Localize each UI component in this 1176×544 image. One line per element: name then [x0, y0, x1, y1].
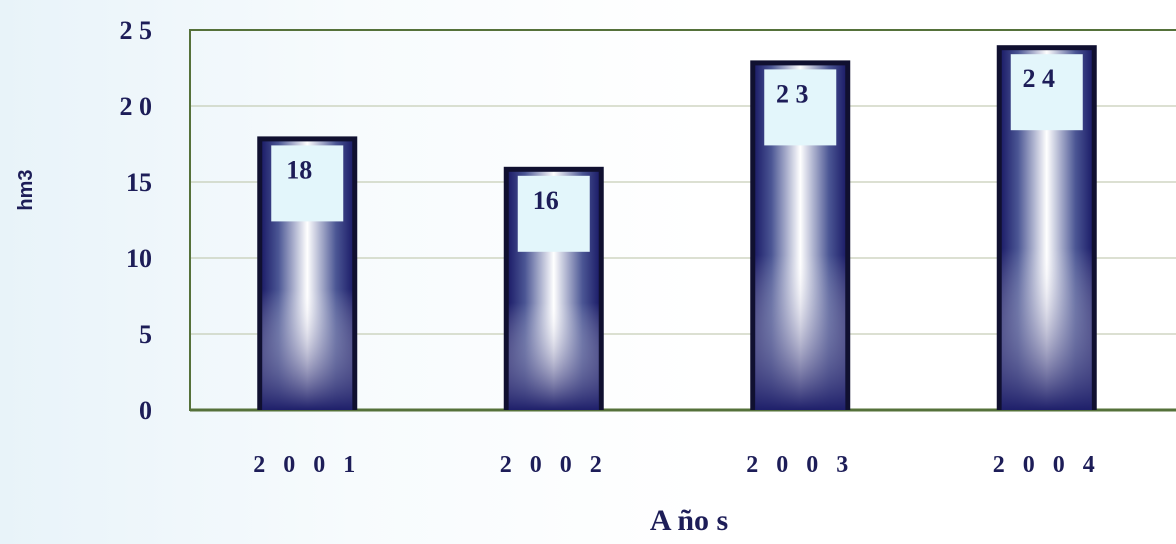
x-axis-ticks: 2 0 0 1 2 0 0 2 2 0 0 3 2 0 0 4 — [253, 452, 1101, 478]
y-tick-label: 10 — [126, 244, 152, 273]
y-tick-label: 5 — [139, 320, 152, 349]
data-label-box — [517, 175, 590, 252]
data-label: 16 — [533, 186, 559, 215]
y-tick-label: 15 — [126, 168, 152, 197]
data-label-box — [271, 145, 344, 222]
y-tick-label: 2 5 — [120, 16, 153, 45]
data-label: 18 — [286, 155, 312, 184]
y-axis-ticks: 0 5 10 15 2 0 2 5 — [120, 16, 153, 425]
x-tick-label: 2 0 0 1 — [253, 452, 361, 478]
x-axis-label: A ño s — [650, 504, 728, 537]
data-label: 2 4 — [1023, 64, 1056, 93]
data-label: 2 3 — [776, 79, 809, 108]
bars: 18 16 2 3 2 4 — [257, 45, 1097, 411]
x-tick-label: 2 0 0 4 — [993, 452, 1101, 478]
data-label-box — [764, 69, 837, 146]
plot-area-border — [189, 29, 1176, 411]
y-axis-label: hm3 — [15, 169, 37, 210]
x-tick-label: 2 0 0 2 — [500, 452, 608, 478]
y-tick-label: 2 0 — [120, 92, 153, 121]
x-tick-label: 2 0 0 3 — [746, 452, 854, 478]
y-tick-label: 0 — [139, 396, 152, 425]
data-label-box — [1010, 54, 1083, 131]
